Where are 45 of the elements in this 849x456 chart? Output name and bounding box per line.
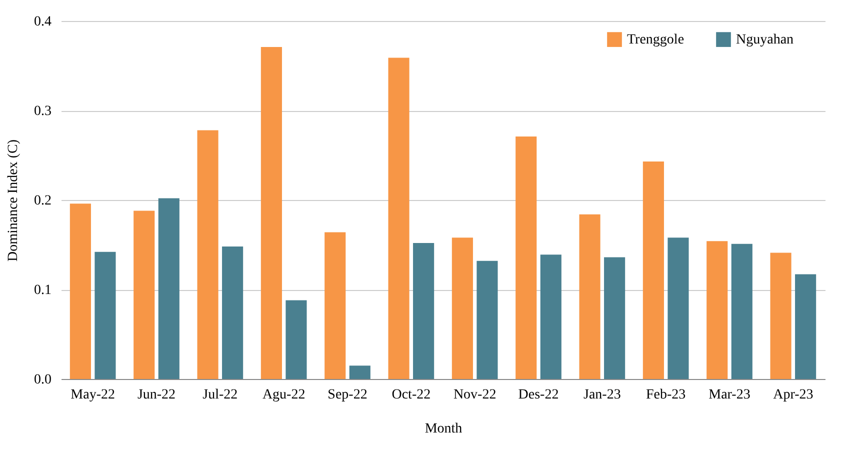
y-tick-label: 0.1 — [34, 283, 52, 298]
bar — [94, 252, 116, 379]
x-tick-label: Mar-23 — [708, 388, 750, 402]
bar — [70, 204, 91, 379]
bar — [476, 260, 498, 379]
legend-label: Trenggole — [627, 32, 684, 48]
bar — [349, 366, 370, 379]
bar — [731, 244, 752, 379]
x-tick-label: Des-22 — [518, 388, 559, 402]
bar — [197, 130, 218, 379]
bar — [413, 242, 434, 379]
bar — [452, 238, 473, 379]
y-axis-title: Dominance Index (C) — [6, 139, 21, 262]
y-tick-label: 0.0 — [34, 372, 52, 388]
bar — [134, 210, 155, 379]
bar — [260, 46, 282, 379]
bar — [540, 254, 562, 379]
x-tick-label: Feb-23 — [646, 388, 686, 402]
bar — [286, 300, 307, 379]
bar — [158, 198, 180, 379]
x-tick-label: Jan-23 — [584, 388, 621, 402]
y-tick-label: 0.4 — [34, 14, 52, 30]
bar — [516, 136, 537, 379]
bar — [668, 238, 689, 379]
x-tick-label: Jul-22 — [202, 388, 238, 402]
bar — [324, 232, 346, 379]
x-tick-label: Oct-22 — [392, 388, 431, 402]
bar — [706, 241, 728, 379]
y-tick-label: 0.3 — [34, 104, 52, 119]
x-tick-label: Sep-22 — [328, 388, 368, 402]
bar — [579, 214, 600, 379]
x-tick-label: Nov-22 — [453, 388, 496, 402]
x-axis-title: Month — [424, 422, 462, 436]
x-tick-label: Apr-23 — [773, 388, 814, 402]
bar — [770, 252, 792, 379]
bar — [388, 58, 410, 379]
x-tick-label: Agu-22 — [262, 388, 306, 402]
bar — [604, 257, 626, 379]
y-tick-label: 0.2 — [34, 194, 52, 208]
legend-label: Nguyahan — [736, 32, 794, 48]
bar — [222, 246, 244, 379]
x-tick-label: Jun-22 — [137, 388, 176, 402]
bar — [795, 274, 816, 379]
x-tick-label: May-22 — [70, 388, 115, 402]
bar — [642, 162, 664, 379]
